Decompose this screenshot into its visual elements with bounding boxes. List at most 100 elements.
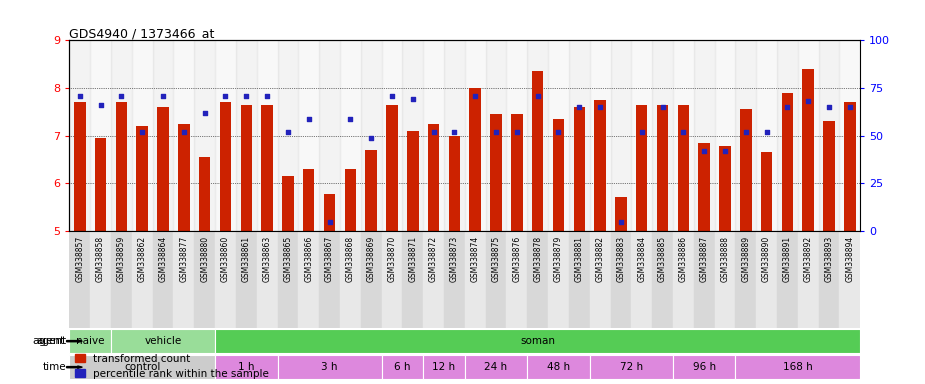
Bar [698, 143, 709, 231]
Bar [694, 40, 714, 231]
Text: GSM338860: GSM338860 [221, 236, 230, 282]
Point [697, 148, 711, 154]
Text: GSM338889: GSM338889 [741, 236, 750, 282]
Bar [527, 231, 548, 328]
Point [572, 104, 586, 110]
Point [613, 218, 628, 225]
Text: GSM338880: GSM338880 [200, 236, 209, 282]
Bar [735, 40, 757, 231]
Bar [490, 114, 501, 231]
Point [322, 218, 337, 225]
Legend: transformed count, percentile rank within the sample: transformed count, percentile rank withi… [75, 354, 269, 379]
Bar [673, 231, 694, 328]
Bar [694, 231, 714, 328]
Bar [137, 126, 148, 231]
Bar [465, 40, 486, 231]
Bar [215, 40, 236, 231]
Bar [407, 131, 418, 231]
Bar [153, 231, 174, 328]
Bar [319, 231, 340, 328]
Bar [569, 40, 590, 231]
Bar [132, 231, 153, 328]
Bar [714, 40, 735, 231]
Point [197, 110, 212, 116]
Bar [465, 231, 486, 328]
Bar [631, 231, 652, 328]
Bar [132, 40, 153, 231]
Text: GSM338884: GSM338884 [637, 236, 647, 282]
Bar [179, 124, 190, 231]
Bar [590, 356, 673, 379]
Bar [361, 40, 382, 231]
Bar [615, 197, 626, 231]
Bar [174, 231, 194, 328]
Bar [652, 40, 673, 231]
Bar [257, 40, 278, 231]
Text: GSM338867: GSM338867 [325, 236, 334, 282]
Point [780, 104, 795, 110]
Point [510, 129, 524, 135]
Text: 48 h: 48 h [547, 362, 570, 372]
Text: GSM338859: GSM338859 [117, 236, 126, 282]
Point [843, 104, 857, 110]
Bar [735, 231, 757, 328]
Bar [714, 231, 735, 328]
Bar [444, 231, 465, 328]
Bar [610, 40, 631, 231]
Point [155, 93, 170, 99]
Bar [777, 231, 797, 328]
Text: 96 h: 96 h [693, 362, 716, 372]
Bar [262, 105, 273, 231]
Bar [240, 105, 252, 231]
Bar [757, 40, 777, 231]
Bar [303, 169, 315, 231]
Bar [95, 138, 106, 231]
Bar [111, 231, 132, 328]
Text: time: time [43, 362, 67, 372]
Text: GSM338865: GSM338865 [283, 236, 292, 282]
Text: GSM338892: GSM338892 [804, 236, 813, 282]
Bar [387, 105, 398, 231]
Text: agent: agent [36, 336, 67, 346]
Bar [282, 176, 293, 231]
Bar [507, 40, 527, 231]
Text: GSM338869: GSM338869 [366, 236, 376, 282]
Text: GSM338878: GSM338878 [533, 236, 542, 282]
Text: GSM338894: GSM338894 [845, 236, 855, 282]
Bar [590, 40, 610, 231]
Bar [574, 107, 585, 231]
Bar [69, 40, 91, 231]
Bar [402, 231, 424, 328]
Text: GSM338886: GSM338886 [679, 236, 688, 282]
Bar [215, 231, 236, 328]
Text: GSM338876: GSM338876 [512, 236, 522, 282]
Bar [735, 356, 860, 379]
Bar [673, 40, 694, 231]
Point [676, 129, 691, 135]
Bar [382, 40, 402, 231]
Text: 24 h: 24 h [485, 362, 508, 372]
Point [72, 93, 87, 99]
Bar [215, 356, 278, 379]
Text: GSM338877: GSM338877 [179, 236, 189, 282]
Bar [840, 231, 860, 328]
Bar [194, 231, 215, 328]
Text: GSM338891: GSM338891 [783, 236, 792, 282]
Text: GSM338858: GSM338858 [96, 236, 105, 282]
Bar [194, 40, 215, 231]
Point [655, 104, 670, 110]
Bar [199, 157, 210, 231]
Text: control: control [124, 362, 160, 372]
Bar [236, 231, 257, 328]
Bar [111, 329, 215, 353]
Bar [424, 356, 465, 379]
Text: GSM338890: GSM338890 [762, 236, 771, 282]
Bar [631, 40, 652, 231]
Point [385, 93, 400, 99]
Text: GSM338857: GSM338857 [75, 236, 84, 282]
Bar [657, 105, 668, 231]
Text: 12 h: 12 h [433, 362, 455, 372]
Bar [782, 93, 793, 231]
Bar [215, 329, 860, 353]
Point [343, 116, 358, 122]
